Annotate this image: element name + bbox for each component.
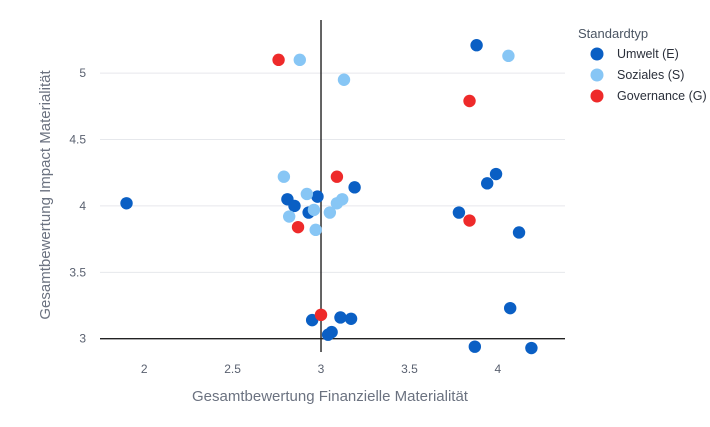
data-point-series-1[interactable] — [277, 170, 291, 183]
legend-item[interactable]: Soziales (S) — [590, 68, 685, 82]
x-tick-label: 3 — [318, 362, 325, 376]
y-tick-label: 4 — [79, 199, 86, 213]
data-point-series-0[interactable] — [348, 181, 361, 194]
data-point-series-2[interactable] — [463, 94, 476, 108]
legend[interactable]: Standardtyp Umwelt (E) Soziales (S) Govern… — [578, 26, 707, 103]
x-tick-label: 4 — [494, 362, 501, 376]
data-point-series-0[interactable] — [325, 325, 338, 339]
data-point-series-0[interactable] — [481, 177, 494, 190]
data-point-series-0[interactable] — [512, 226, 526, 239]
data-point-series-1[interactable] — [336, 193, 349, 206]
data-point-series-0[interactable] — [468, 340, 482, 353]
legend-label: Umwelt (E) — [617, 47, 679, 61]
x-tick-label: 2.5 — [224, 362, 241, 376]
legend-marker — [590, 68, 604, 82]
x-tick-label: 3.5 — [401, 362, 418, 376]
y-axis-title: Gesamtbewertung Impact Materialität — [37, 70, 54, 320]
data-point-series-2[interactable] — [272, 53, 285, 67]
data-point-series-2[interactable] — [314, 308, 328, 322]
data-point-series-2[interactable] — [291, 220, 305, 234]
data-point-series-0[interactable] — [311, 190, 324, 203]
data-point-series-0[interactable] — [120, 197, 133, 210]
data-points — [120, 39, 538, 355]
data-point-series-0[interactable] — [334, 311, 347, 324]
data-point-series-1[interactable] — [300, 187, 314, 201]
data-point-series-2[interactable] — [463, 214, 476, 227]
data-point-series-2[interactable] — [330, 170, 344, 183]
data-point-series-0[interactable] — [470, 39, 483, 52]
axis-ticks: 3 3.5 4 4.5 5 2 2.5 3 3.5 4 — [69, 66, 501, 376]
legend-marker — [590, 47, 604, 61]
data-point-series-0[interactable] — [452, 206, 466, 219]
reference-lines — [100, 20, 565, 352]
x-axis-title: Gesamtbewertung Finanzielle Materialität — [192, 388, 469, 405]
data-point-series-0[interactable] — [489, 167, 503, 181]
x-tick-label: 2 — [141, 362, 148, 376]
data-point-series-1[interactable] — [323, 206, 337, 219]
legend-item[interactable]: Governance (G) — [590, 89, 707, 103]
data-point-series-0[interactable] — [344, 312, 358, 325]
data-point-series-1[interactable] — [293, 53, 306, 67]
data-point-series-1[interactable] — [307, 203, 321, 217]
y-tick-label: 5 — [79, 66, 86, 80]
data-point-series-0[interactable] — [525, 341, 538, 355]
legend-marker — [590, 89, 604, 103]
data-point-series-0[interactable] — [288, 199, 301, 213]
legend-label: Governance (G) — [617, 89, 707, 103]
legend-label: Soziales (S) — [617, 68, 684, 82]
data-point-series-1[interactable] — [309, 223, 322, 237]
data-point-series-1[interactable] — [282, 210, 296, 223]
y-tick-label: 4.5 — [69, 133, 86, 147]
y-tick-label: 3 — [79, 332, 86, 346]
legend-title: Standardtyp — [578, 26, 648, 41]
data-point-series-1[interactable] — [502, 49, 515, 63]
data-point-series-1[interactable] — [337, 73, 351, 86]
data-point-series-0[interactable] — [503, 301, 517, 315]
y-tick-label: 3.5 — [69, 265, 86, 279]
legend-item[interactable]: Umwelt (E) — [590, 47, 679, 61]
